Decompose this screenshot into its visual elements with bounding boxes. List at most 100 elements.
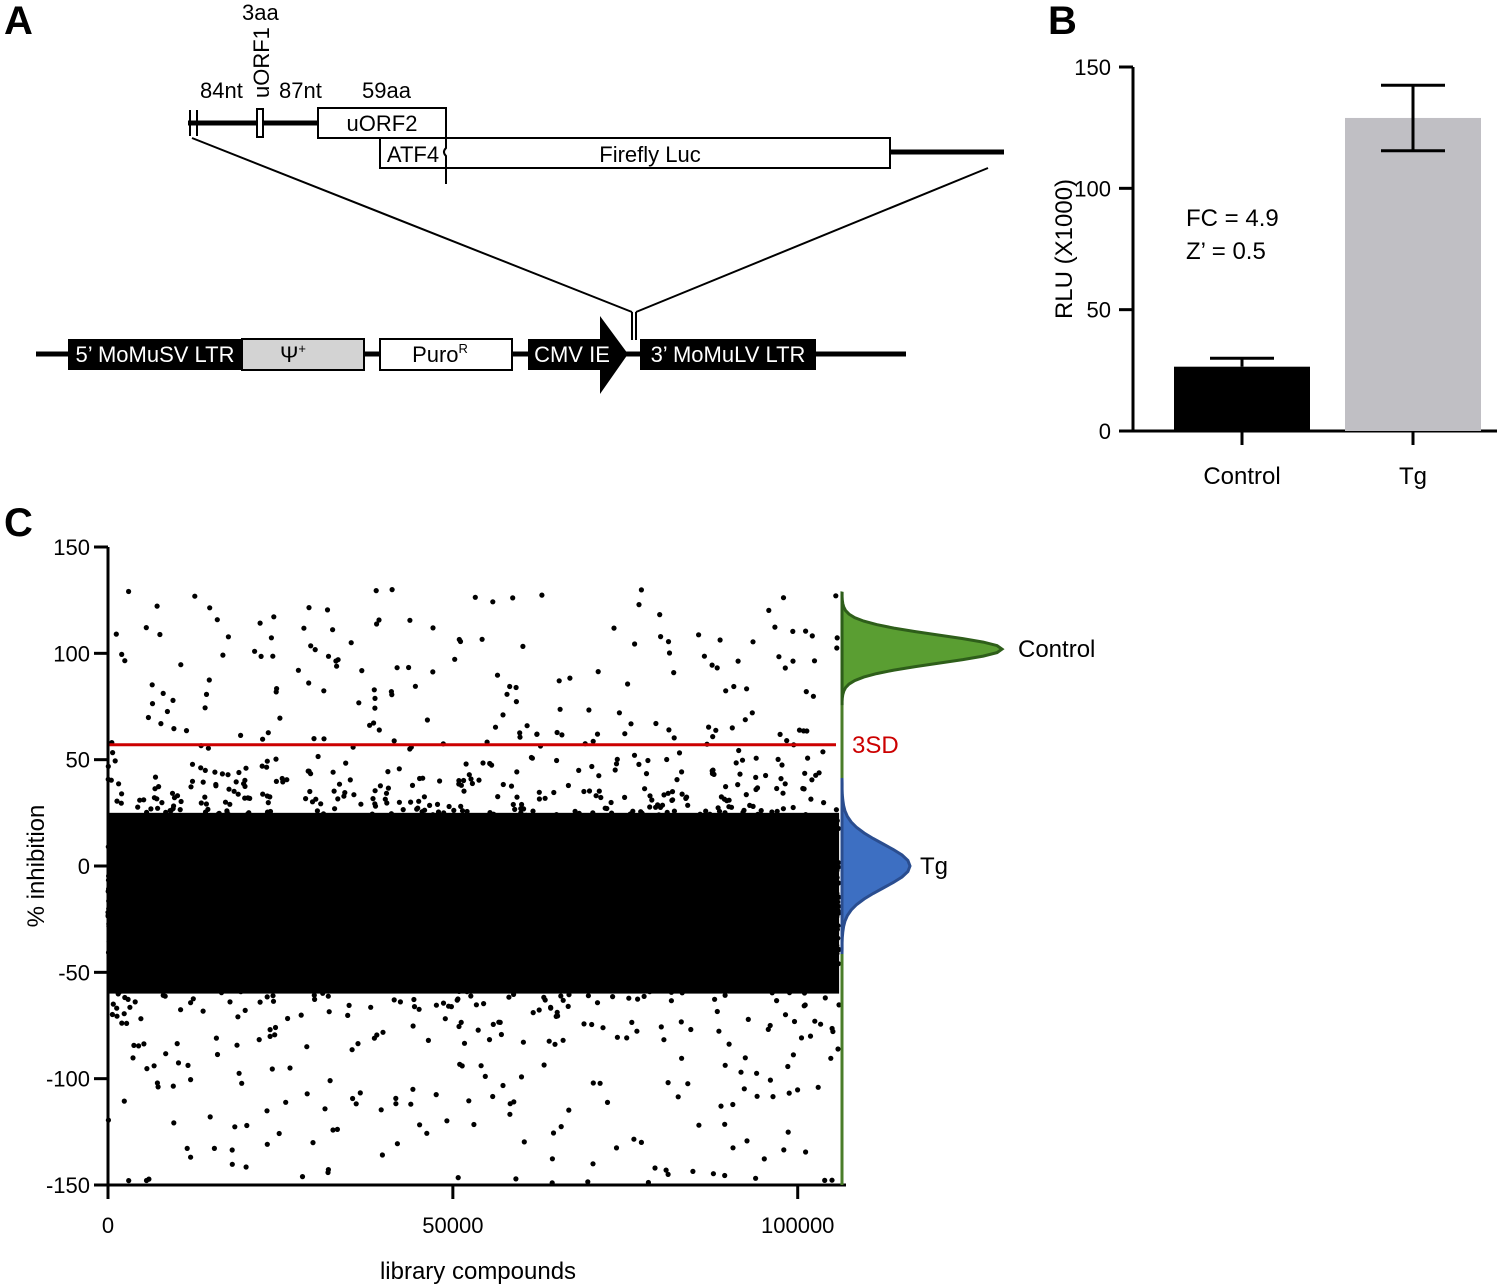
scatter-point [372,788,378,794]
scatter-point [200,1008,206,1014]
scatter-point [312,996,318,1003]
scatter-point [141,797,147,803]
scatter-point [306,605,312,611]
scatter-point [521,1139,527,1145]
scatter-point [304,1091,310,1097]
scatter-point [661,1037,667,1043]
scatter-point [119,651,125,658]
puro-box [379,338,513,371]
scatter-point [114,1013,120,1019]
scatter-point [490,1021,496,1027]
scatter-point [722,1062,728,1068]
scatter-point [636,761,642,768]
scatter-point [242,1007,248,1014]
scatter-point [829,1177,835,1183]
scatter-point [126,588,132,595]
scatter-point [716,1028,722,1034]
scatter-point [753,755,759,761]
scatter-point [717,637,723,643]
psi-box [241,338,365,371]
scatter-point [446,803,452,810]
scatter-point [171,795,178,801]
scatter-point [761,1156,767,1162]
scatter-point [113,631,119,637]
label-59aa: 59aa [362,78,412,103]
scatter-point [726,1041,732,1047]
scatter-point [820,749,826,755]
scatter-point [765,1026,771,1032]
scatter-point [188,784,194,790]
scatter-point [198,765,204,771]
scatter-point [782,665,788,671]
scatter-point [257,999,263,1005]
scatter-point [556,678,562,684]
scatter-point [774,998,780,1004]
scatter-point [310,1140,316,1146]
scatter-point [213,1035,219,1041]
panel-letter-c: C [4,501,33,545]
scatter-point [560,997,566,1003]
scatter-point [267,1027,273,1033]
scatter-point [494,672,501,678]
scatter-point [796,727,803,733]
scatter-point [665,639,672,645]
scatter-point [330,769,336,775]
scatter-point [665,1080,671,1086]
scatter-point [273,778,279,785]
scatter-point [786,1090,792,1096]
scatter-point [158,721,164,727]
scatter-point [355,1041,361,1047]
scatter-point [500,781,506,788]
scatter-point [790,1052,797,1058]
scatter-point [444,1118,450,1124]
panel-letter-b: B [1048,0,1077,43]
scatter-point [264,793,270,799]
scatter-point [351,792,357,798]
scatter-point [566,1107,572,1113]
expansion-lines [191,137,989,340]
scatter-point [417,1122,423,1128]
scatter-point [742,717,748,723]
scatter-point [747,802,753,809]
scatter-point [273,689,279,695]
scatter-point [679,769,685,775]
scatter-point [311,736,317,742]
bar-control [1174,366,1310,431]
scatter-point [629,1019,635,1025]
scatter-point [156,784,162,790]
scatter-point [341,793,347,799]
scatter-point [232,1124,238,1130]
scatter-point [668,998,675,1004]
scatter-point [396,766,402,772]
scatter-point [259,763,265,769]
scatter-point [348,640,354,646]
scatter-point [345,1012,351,1019]
scatter-point [718,1103,724,1109]
scatter-point [325,1167,331,1173]
scatter-point [307,788,313,795]
scatter-point [500,712,506,718]
scatter-point [277,715,283,721]
scatter-point [665,1171,671,1177]
scatter-point [138,1016,144,1022]
scatter-point [735,782,741,788]
scatter-point [178,662,184,668]
scatter-point [471,1121,477,1128]
scatter-point [192,593,198,599]
scatter-point [710,734,716,740]
bar-tg [1345,117,1481,432]
scatter-point [754,1070,760,1076]
scatter-point [284,777,290,783]
scatter-point [184,1145,190,1151]
scatter-point [735,658,741,664]
scatter-point [163,1051,169,1057]
scatter-point [685,802,691,808]
scatter-point [586,707,592,713]
scatter-point [143,1177,150,1184]
scatter-point [244,1122,250,1129]
scatter-point [225,772,231,778]
scatter-point [200,779,206,785]
scatter-point [114,798,120,804]
scatter-point [835,1046,841,1052]
